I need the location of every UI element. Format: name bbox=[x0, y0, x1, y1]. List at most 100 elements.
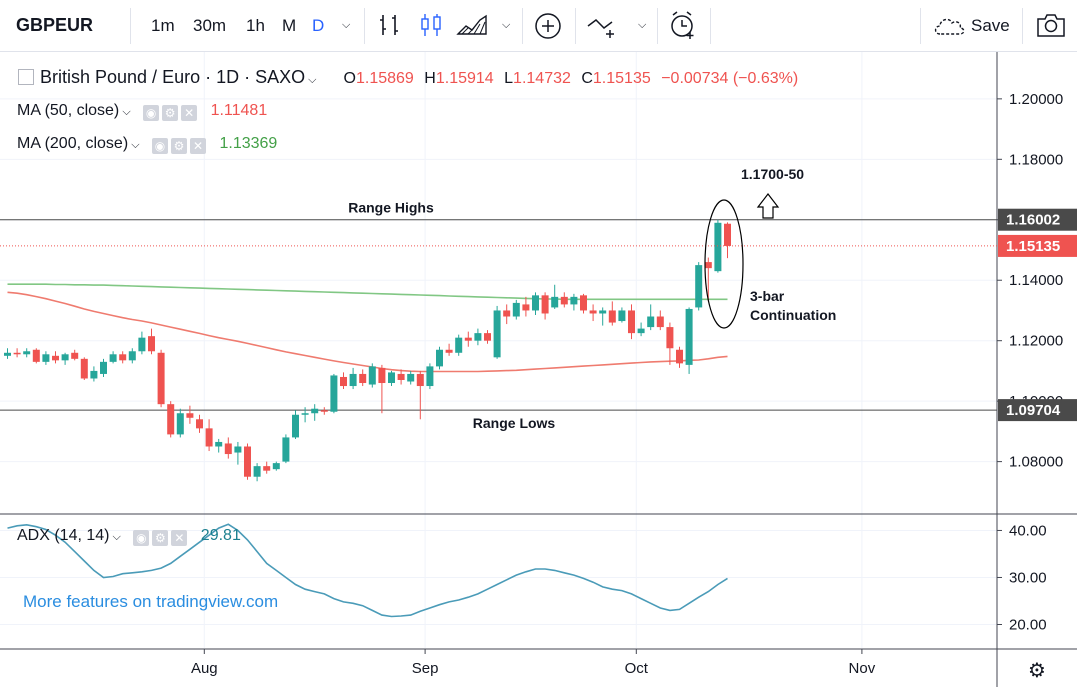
close-icon[interactable]: ✕ bbox=[171, 530, 188, 546]
price-tick-label: 1.08000 bbox=[1009, 454, 1063, 471]
ma50-value: 1.11481 bbox=[210, 102, 268, 119]
adx-tick-label: 40.00 bbox=[1009, 522, 1047, 539]
symbol-search[interactable]: GBPEUR bbox=[16, 15, 94, 35]
compare-chevron-down-icon[interactable]: ⌵ bbox=[638, 19, 647, 31]
candle-body bbox=[109, 354, 117, 362]
candle-body bbox=[426, 366, 434, 387]
adx-tick-label: 20.00 bbox=[1009, 616, 1047, 633]
close-icon[interactable]: ✕ bbox=[190, 138, 207, 154]
candle-body bbox=[128, 351, 136, 361]
settings-gear-icon[interactable]: ⚙ bbox=[1028, 658, 1046, 682]
candle-body bbox=[90, 370, 98, 379]
tradingview-watermark-link[interactable]: More features on tradingview.com bbox=[23, 592, 279, 611]
alert-clock-icon[interactable] bbox=[668, 10, 698, 40]
indicators-plus-icon[interactable] bbox=[534, 12, 562, 40]
candle-body bbox=[157, 352, 165, 405]
adx-label[interactable]: ADX (14, 14) bbox=[17, 527, 110, 544]
candle-body bbox=[4, 352, 11, 356]
candle-body bbox=[52, 355, 59, 361]
close-icon[interactable]: ✕ bbox=[181, 105, 198, 121]
adx-chevron-down-icon[interactable]: ⌵ bbox=[109, 531, 121, 543]
main-legend: British Pound / Euro · 1D · SAXO ⌵ O1.15… bbox=[18, 67, 798, 88]
toolbar-divider bbox=[710, 8, 711, 44]
change-value: −0.00734 (−0.63%) bbox=[661, 70, 799, 87]
low-value: 1.14732 bbox=[513, 70, 571, 87]
candles-style-icon[interactable] bbox=[418, 12, 444, 40]
time-tick-label: Oct bbox=[625, 660, 649, 677]
candle-body bbox=[32, 349, 40, 362]
ma50-chevron-down-icon[interactable]: ⌵ bbox=[119, 106, 131, 118]
candle-body bbox=[647, 316, 655, 328]
interval-chevron-down-icon[interactable]: ⌵ bbox=[342, 19, 351, 31]
interval-m[interactable]: M bbox=[282, 16, 297, 35]
candle-body bbox=[608, 310, 616, 323]
candle-body bbox=[244, 446, 251, 477]
toolbar-divider bbox=[657, 8, 658, 44]
candle-body bbox=[685, 308, 693, 365]
ma50-legend[interactable]: MA (50, close) ⌵ ◉ ⚙ ✕ 1.11481 bbox=[17, 102, 267, 121]
candle-body bbox=[272, 463, 280, 470]
gear-icon[interactable]: ⚙ bbox=[162, 105, 179, 121]
interval-30m[interactable]: 30m bbox=[193, 16, 227, 35]
toolbar-divider bbox=[575, 8, 576, 44]
candle-body bbox=[234, 446, 242, 453]
candle-body bbox=[541, 295, 549, 314]
candle-body bbox=[493, 310, 501, 358]
candle-body bbox=[474, 333, 482, 341]
ma50-label[interactable]: MA (50, close) bbox=[17, 102, 120, 119]
candle-body bbox=[340, 376, 347, 387]
ma200-line bbox=[7, 283, 728, 301]
close-value: 1.15135 bbox=[592, 70, 651, 87]
candle-body bbox=[512, 302, 520, 317]
range-lows-label: Range Lows bbox=[473, 415, 556, 431]
toolbar-divider bbox=[1022, 8, 1023, 44]
low-label: L bbox=[504, 70, 514, 87]
candle-body bbox=[167, 404, 175, 435]
interval-d[interactable]: D bbox=[312, 16, 325, 35]
cloud-icon[interactable] bbox=[932, 14, 966, 38]
area-style-icon[interactable] bbox=[456, 12, 488, 40]
camera-icon[interactable] bbox=[1036, 12, 1066, 38]
time-tick-label: Sep bbox=[412, 660, 439, 677]
price-chart[interactable]: 1.080001.100001.120001.140001.160001.180… bbox=[0, 52, 1077, 687]
adx-legend[interactable]: ADX (14, 14) ⌵ ◉ ⚙ ✕ 29.81 bbox=[17, 527, 241, 546]
price-tick-label: 1.20000 bbox=[1009, 91, 1063, 108]
last-price-tag-label: 1.15135 bbox=[1006, 238, 1060, 255]
candle-body bbox=[560, 296, 568, 305]
title-chevron-down-icon[interactable]: ⌵ bbox=[305, 74, 317, 86]
candle-body bbox=[196, 419, 203, 429]
interval-1h[interactable]: 1h bbox=[246, 16, 265, 35]
ma200-label[interactable]: MA (200, close) bbox=[17, 135, 129, 152]
candle-body bbox=[100, 361, 107, 374]
candle-body bbox=[23, 351, 31, 355]
eye-icon[interactable]: ◉ bbox=[152, 138, 169, 154]
gear-icon[interactable]: ⚙ bbox=[152, 530, 169, 546]
candle-body bbox=[215, 441, 223, 447]
candle-body bbox=[407, 373, 415, 382]
ma200-chevron-down-icon[interactable]: ⌵ bbox=[128, 139, 140, 151]
pattern-label-line1: 3-bar bbox=[750, 288, 785, 304]
save-button[interactable]: Save bbox=[971, 16, 1010, 35]
target-up-arrow bbox=[756, 193, 780, 219]
candle-body bbox=[599, 310, 607, 314]
level-tag-label: 1.16002 bbox=[1006, 212, 1060, 229]
bars-style-icon[interactable] bbox=[377, 12, 403, 40]
candle-body bbox=[551, 296, 559, 308]
candle-body bbox=[455, 337, 463, 353]
high-value: 1.15914 bbox=[435, 70, 494, 87]
ma200-legend[interactable]: MA (200, close) ⌵ ◉ ⚙ ✕ 1.13369 bbox=[17, 135, 277, 154]
symbol-title[interactable]: British Pound / Euro · 1D · SAXO bbox=[40, 67, 306, 87]
eye-icon[interactable]: ◉ bbox=[143, 105, 160, 121]
candle-body bbox=[148, 336, 155, 352]
interval-1m[interactable]: 1m bbox=[151, 16, 175, 35]
eye-icon[interactable]: ◉ bbox=[133, 530, 150, 546]
candle-body bbox=[416, 373, 424, 387]
chart-style-chevron-down-icon[interactable]: ⌵ bbox=[502, 19, 511, 31]
collapse-icon[interactable] bbox=[18, 69, 34, 85]
candle-body bbox=[724, 223, 731, 246]
gear-icon[interactable]: ⚙ bbox=[171, 138, 188, 154]
candle-body bbox=[138, 337, 146, 352]
compare-icon[interactable] bbox=[586, 12, 618, 40]
candle-body bbox=[282, 437, 290, 462]
open-value: 1.15869 bbox=[355, 70, 414, 87]
